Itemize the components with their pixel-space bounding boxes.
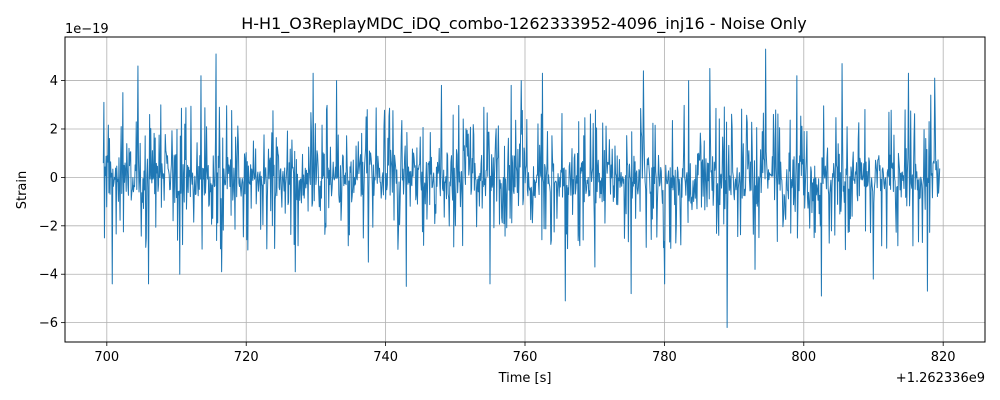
x-tick-label: 820 bbox=[931, 350, 956, 365]
series-line bbox=[102, 48, 941, 328]
x-tick-label: 740 bbox=[373, 350, 398, 365]
x-tick-label: 800 bbox=[791, 350, 816, 365]
x-tick-label: 720 bbox=[234, 350, 259, 365]
y-tick-label: −2 bbox=[39, 219, 58, 234]
x-offset-label: +1.262336e9 bbox=[896, 371, 985, 386]
y-tick-label: −6 bbox=[39, 316, 58, 331]
y-tick-label: 4 bbox=[50, 74, 58, 89]
y-scale-offset-label: 1e−19 bbox=[65, 22, 109, 37]
y-tick-label: −4 bbox=[39, 268, 58, 283]
y-axis-ticks: −6 −4 −2 0 2 4 bbox=[39, 74, 65, 331]
x-tick-label: 760 bbox=[513, 350, 538, 365]
x-tick-label: 780 bbox=[652, 350, 677, 365]
y-axis-label: Strain bbox=[15, 171, 30, 210]
y-tick-label: 0 bbox=[50, 171, 58, 186]
chart-title: H-H1_O3ReplayMDC_iDQ_combo-1262333952-40… bbox=[241, 14, 807, 34]
x-tick-label: 700 bbox=[94, 350, 119, 365]
y-tick-label: 2 bbox=[50, 122, 58, 137]
strain-series-path bbox=[102, 48, 941, 328]
x-axis-label: Time [s] bbox=[498, 371, 552, 386]
x-axis-ticks: 700 720 740 760 780 800 820 bbox=[94, 342, 956, 365]
